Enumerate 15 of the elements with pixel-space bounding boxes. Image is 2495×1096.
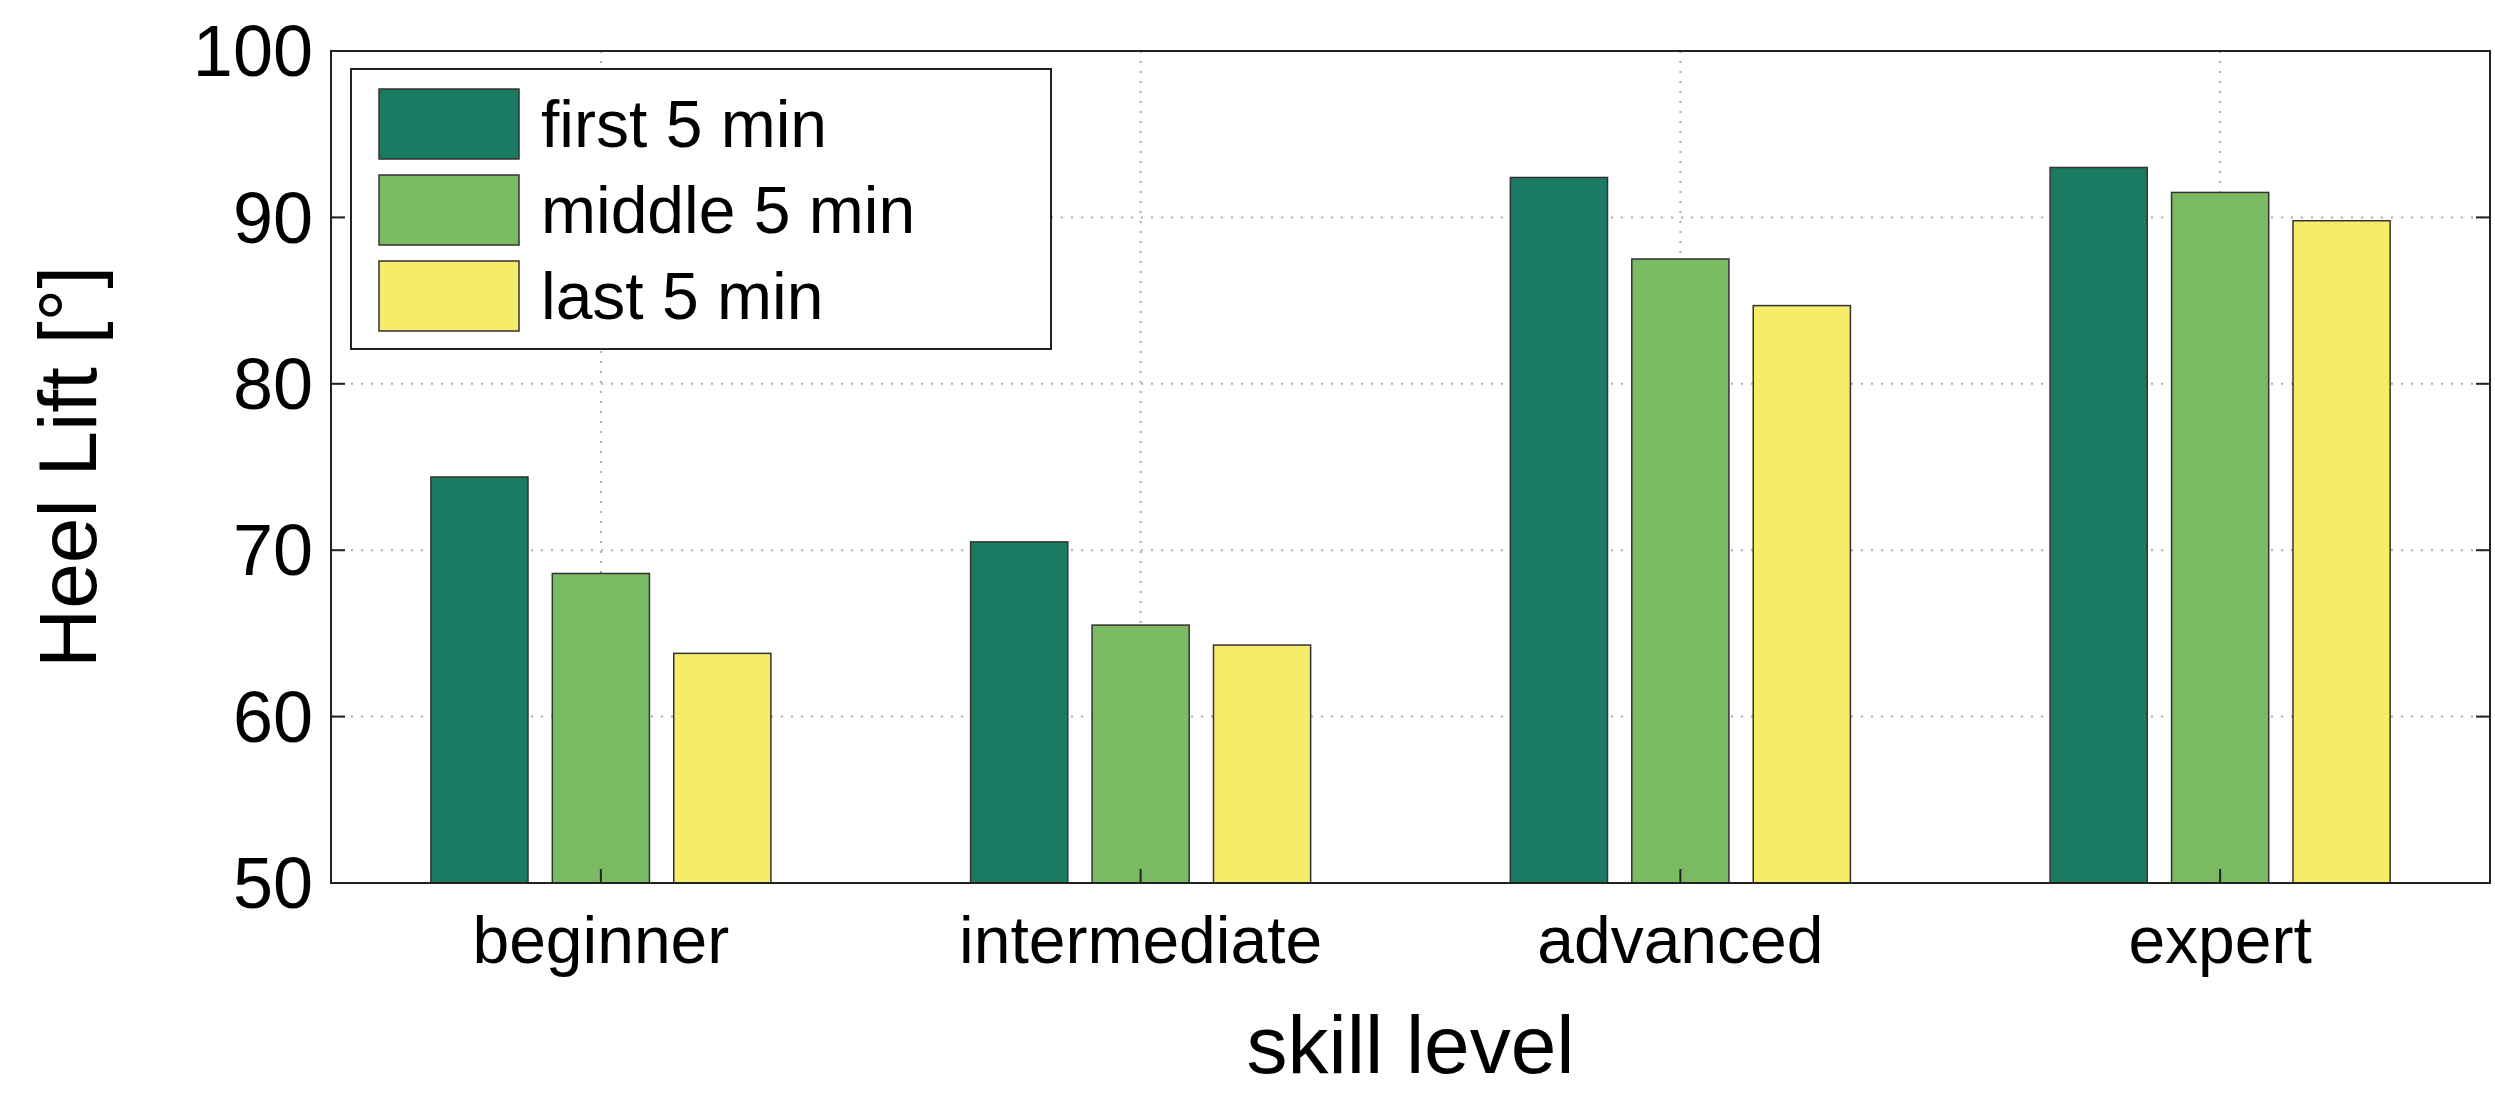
y-axis-title: Heel Lift [°] — [22, 266, 113, 668]
x-tick-label: beginner — [472, 903, 730, 977]
legend-label: last 5 min — [541, 259, 824, 334]
y-tick-label: 100 — [192, 11, 313, 92]
x-tick-label: expert — [2128, 903, 2312, 977]
legend-label: middle 5 min — [541, 173, 916, 248]
y-tick-label: 60 — [232, 676, 313, 757]
y-tick-label: 80 — [232, 344, 313, 424]
x-axis-title: skill level — [1246, 999, 1575, 1090]
y-tick-label: 90 — [232, 177, 313, 258]
x-tick-label: intermediate — [959, 903, 1323, 977]
y-tick-label: 70 — [232, 510, 313, 591]
x-tick-label: advanced — [1537, 903, 1824, 977]
y-tick-label: 50 — [232, 843, 313, 924]
legend-label: first 5 min — [541, 87, 828, 162]
